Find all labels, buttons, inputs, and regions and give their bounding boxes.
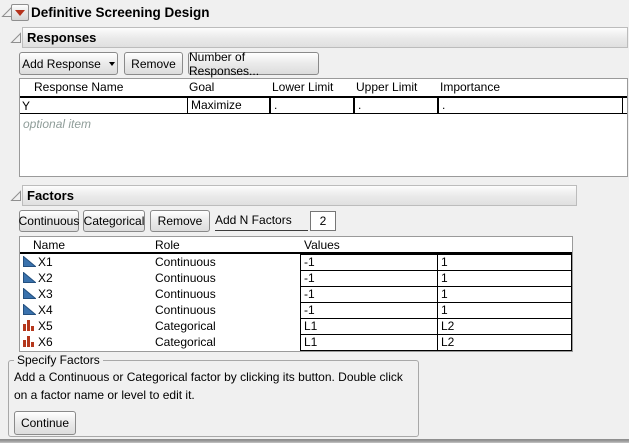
factor-value-cell[interactable]: L1 bbox=[300, 334, 438, 351]
factor-value-cell[interactable]: 1 bbox=[437, 254, 572, 271]
factor-value-cell[interactable]: L1 bbox=[300, 318, 438, 335]
number-of-responses-button[interactable]: Number of Responses... bbox=[188, 50, 319, 78]
goal-cell[interactable]: Maximize bbox=[187, 97, 270, 114]
factor-row: X3 Continuous -1 1 bbox=[20, 286, 572, 303]
factor-name-cell[interactable]: X6 bbox=[38, 335, 53, 349]
factor-name-cell[interactable]: X2 bbox=[38, 271, 53, 285]
factor-value-cell[interactable]: 1 bbox=[437, 302, 572, 319]
continuous-icon bbox=[23, 288, 36, 299]
factor-role-cell: Categorical bbox=[155, 335, 216, 349]
specify-factors-title: Specify Factors bbox=[14, 353, 103, 368]
column-header-importance: Importance bbox=[440, 80, 501, 94]
responses-section-header: Responses bbox=[22, 27, 628, 48]
upper-limit-cell[interactable]: . bbox=[354, 97, 438, 114]
column-header-response-name: Response Name bbox=[34, 80, 124, 94]
continuous-icon bbox=[23, 272, 36, 283]
add-n-factors-label: Add N Factors bbox=[215, 211, 308, 231]
continuous-icon bbox=[23, 304, 36, 315]
factor-role-cell: Continuous bbox=[155, 287, 216, 301]
remove-factor-button[interactable]: Remove bbox=[150, 210, 210, 232]
column-header-goal: Goal bbox=[189, 80, 215, 94]
remove-response-button[interactable]: Remove bbox=[124, 52, 183, 75]
optional-item-placeholder[interactable]: optional item bbox=[23, 117, 92, 131]
factors-disclosure-icon[interactable] bbox=[10, 189, 22, 202]
column-header-role: Role bbox=[155, 238, 180, 252]
red-triangle-icon bbox=[15, 9, 25, 16]
factor-name-cell[interactable]: X3 bbox=[38, 287, 53, 301]
factor-value-cell[interactable]: 1 bbox=[437, 286, 572, 303]
factors-table: Name Role Values X1 Continuous -1 1 X2 C… bbox=[19, 236, 573, 352]
dropdown-caret-icon bbox=[108, 61, 115, 66]
red-triangle-menu-button[interactable] bbox=[11, 4, 29, 21]
add-n-factors-input[interactable]: 2 bbox=[310, 211, 336, 231]
factor-role-cell: Continuous bbox=[155, 255, 216, 269]
factor-name-cell[interactable]: X1 bbox=[38, 255, 53, 269]
categorical-icon bbox=[23, 336, 34, 347]
factor-value-cell[interactable]: L2 bbox=[437, 318, 572, 335]
factor-value-cell[interactable]: 1 bbox=[437, 270, 572, 287]
response-name-cell[interactable]: Y bbox=[22, 99, 31, 113]
continuous-button[interactable]: Continuous bbox=[19, 210, 79, 232]
add-response-label: Add Response bbox=[22, 56, 101, 71]
responses-table: Response Name Goal Lower Limit Upper Lim… bbox=[19, 78, 628, 177]
continue-button[interactable]: Continue bbox=[14, 411, 76, 435]
specify-factors-instructions: Add a Continuous or Categorical factor b… bbox=[14, 370, 403, 402]
factor-row: X2 Continuous -1 1 bbox=[20, 270, 572, 287]
specify-factors-groupbox: Specify Factors Add a Continuous or Cate… bbox=[8, 353, 419, 437]
factor-name-cell[interactable]: X4 bbox=[38, 303, 53, 317]
header-separator bbox=[20, 252, 572, 254]
responses-section-title: Responses bbox=[27, 30, 97, 45]
factors-section-header: Factors bbox=[22, 185, 577, 206]
column-header-values: Values bbox=[304, 238, 340, 252]
add-response-button[interactable]: Add Response bbox=[19, 52, 118, 75]
factor-value-cell[interactable]: -1 bbox=[300, 286, 438, 303]
factor-row: X4 Continuous -1 1 bbox=[20, 302, 572, 319]
page-title: Definitive Screening Design bbox=[31, 5, 210, 20]
factor-row: X1 Continuous -1 1 bbox=[20, 254, 572, 271]
factor-value-cell[interactable]: L2 bbox=[437, 334, 572, 351]
factor-role-cell: Continuous bbox=[155, 303, 216, 317]
bottom-panel-edge bbox=[0, 439, 629, 443]
categorical-button[interactable]: Categorical bbox=[83, 210, 145, 232]
factor-role-cell: Continuous bbox=[155, 271, 216, 285]
categorical-icon bbox=[23, 320, 34, 331]
lower-limit-cell[interactable]: . bbox=[270, 97, 354, 114]
factor-row: X6 Categorical L1 L2 bbox=[20, 334, 572, 351]
factor-name-cell[interactable]: X5 bbox=[38, 319, 53, 333]
column-header-name: Name bbox=[33, 238, 66, 252]
factor-value-cell[interactable]: -1 bbox=[300, 254, 438, 271]
factor-value-cell[interactable]: -1 bbox=[300, 302, 438, 319]
importance-cell[interactable]: . bbox=[438, 97, 623, 114]
factor-value-cell[interactable]: -1 bbox=[300, 270, 438, 287]
factors-section-title: Factors bbox=[27, 188, 74, 203]
responses-disclosure-icon[interactable] bbox=[10, 31, 22, 44]
factor-row: X5 Categorical L1 L2 bbox=[20, 318, 572, 335]
continuous-icon bbox=[23, 256, 36, 267]
column-header-lower-limit: Lower Limit bbox=[272, 80, 334, 94]
column-header-upper-limit: Upper Limit bbox=[356, 80, 418, 94]
factor-role-cell: Categorical bbox=[155, 319, 216, 333]
